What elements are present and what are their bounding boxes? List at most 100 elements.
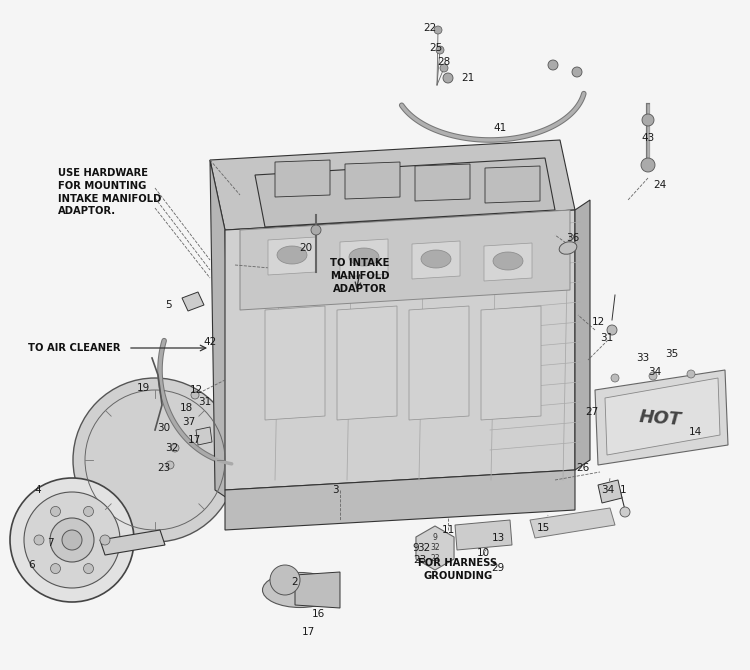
Ellipse shape [560, 242, 577, 254]
Polygon shape [340, 239, 388, 277]
Circle shape [10, 478, 134, 602]
Text: 32: 32 [417, 543, 430, 553]
Circle shape [191, 391, 199, 399]
Polygon shape [345, 162, 400, 199]
Text: 32: 32 [165, 443, 178, 453]
Circle shape [62, 530, 82, 550]
Polygon shape [255, 158, 555, 227]
Polygon shape [415, 164, 470, 201]
Text: 34: 34 [602, 485, 615, 495]
Text: 43: 43 [641, 133, 655, 143]
Text: 15: 15 [536, 523, 550, 533]
Text: 18: 18 [179, 403, 193, 413]
Circle shape [83, 507, 94, 517]
Circle shape [83, 563, 94, 574]
Polygon shape [598, 480, 622, 503]
Polygon shape [530, 508, 615, 538]
Polygon shape [275, 160, 330, 197]
Polygon shape [295, 572, 340, 608]
Polygon shape [481, 306, 541, 420]
Circle shape [434, 26, 442, 34]
Polygon shape [210, 140, 575, 230]
Text: 4: 4 [34, 485, 41, 495]
Circle shape [50, 563, 61, 574]
Text: 29: 29 [491, 563, 505, 573]
Polygon shape [485, 166, 540, 203]
Text: 31: 31 [198, 397, 211, 407]
Circle shape [642, 114, 654, 126]
Polygon shape [595, 370, 728, 465]
Circle shape [649, 372, 657, 380]
Ellipse shape [421, 250, 451, 268]
Text: 2: 2 [292, 577, 298, 587]
Ellipse shape [262, 572, 338, 608]
Text: 13: 13 [491, 533, 505, 543]
Ellipse shape [349, 248, 379, 266]
Text: USE HARDWARE
FOR MOUNTING
INTAKE MANIFOLD
ADAPTOR.: USE HARDWARE FOR MOUNTING INTAKE MANIFOL… [58, 168, 161, 216]
Circle shape [73, 378, 237, 542]
Text: 20: 20 [299, 243, 313, 253]
Text: 11: 11 [441, 525, 454, 535]
Text: 16: 16 [311, 609, 325, 619]
Text: 26: 26 [576, 463, 590, 473]
Text: 1: 1 [620, 485, 627, 495]
Text: 9
32
23: 9 32 23 [430, 533, 439, 563]
Text: 25: 25 [429, 43, 442, 53]
Polygon shape [575, 200, 590, 470]
Circle shape [171, 444, 179, 452]
Circle shape [687, 370, 695, 378]
Text: 41: 41 [494, 123, 507, 133]
Text: 30: 30 [158, 423, 170, 433]
Circle shape [34, 535, 44, 545]
Text: 33: 33 [636, 353, 650, 363]
Text: 22: 22 [423, 23, 436, 33]
Text: 42: 42 [203, 337, 217, 347]
Polygon shape [337, 306, 397, 420]
Text: 5: 5 [165, 300, 171, 310]
Circle shape [443, 73, 453, 83]
Polygon shape [484, 243, 532, 281]
Text: 36: 36 [566, 233, 580, 243]
Polygon shape [265, 306, 325, 420]
Text: 23: 23 [413, 555, 427, 565]
Circle shape [611, 374, 619, 382]
Text: 12: 12 [591, 317, 604, 327]
Text: TO AIR CLEANER: TO AIR CLEANER [28, 343, 121, 353]
Text: 34: 34 [648, 367, 662, 377]
Text: 31: 31 [600, 333, 613, 343]
Text: 6: 6 [28, 560, 35, 570]
Circle shape [50, 507, 61, 517]
Text: 27: 27 [585, 407, 598, 417]
Text: HOT: HOT [638, 407, 682, 428]
Circle shape [548, 60, 558, 70]
Circle shape [572, 67, 582, 77]
Polygon shape [196, 427, 212, 445]
Text: 35: 35 [665, 349, 679, 359]
Polygon shape [100, 530, 165, 555]
Circle shape [641, 158, 655, 172]
Text: 10: 10 [476, 548, 490, 558]
Polygon shape [416, 526, 454, 570]
Polygon shape [225, 210, 575, 490]
Polygon shape [210, 160, 230, 500]
Polygon shape [225, 470, 575, 530]
Text: 21: 21 [461, 73, 475, 83]
Text: 17: 17 [188, 435, 201, 445]
Text: ereplacementparts.com: ereplacementparts.com [292, 363, 458, 377]
Text: 12: 12 [189, 385, 202, 395]
Polygon shape [268, 237, 316, 275]
Ellipse shape [277, 246, 307, 264]
Circle shape [311, 225, 321, 235]
Circle shape [270, 565, 300, 595]
Polygon shape [409, 306, 469, 420]
Circle shape [607, 325, 617, 335]
Text: 9: 9 [413, 543, 419, 553]
Circle shape [440, 64, 448, 72]
Text: 3: 3 [332, 485, 338, 495]
Text: 14: 14 [688, 427, 702, 437]
Polygon shape [455, 520, 512, 550]
Circle shape [436, 46, 444, 54]
Text: TO INTAKE
MANIFOLD
ADAPTOR: TO INTAKE MANIFOLD ADAPTOR [330, 258, 390, 293]
Ellipse shape [493, 252, 523, 270]
Circle shape [620, 507, 630, 517]
